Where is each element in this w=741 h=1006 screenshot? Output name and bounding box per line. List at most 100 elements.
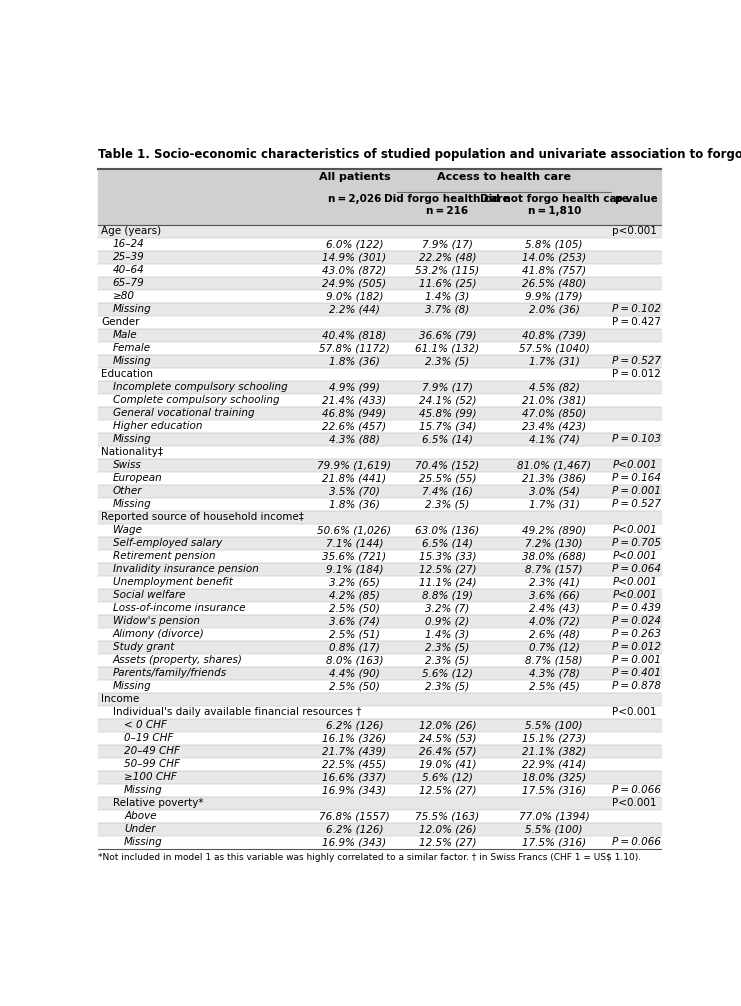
Bar xyxy=(99,224,661,237)
Text: 0.9% (2): 0.9% (2) xyxy=(425,617,469,627)
Text: 15.1% (273): 15.1% (273) xyxy=(522,733,586,743)
Text: 2.0% (36): 2.0% (36) xyxy=(529,304,579,314)
Text: P = 0.001: P = 0.001 xyxy=(612,655,661,665)
Text: Income: Income xyxy=(102,694,139,704)
Bar xyxy=(99,354,661,367)
Text: 2.6% (48): 2.6% (48) xyxy=(529,629,579,639)
Bar xyxy=(99,836,661,849)
Text: P = 0.103: P = 0.103 xyxy=(612,435,661,444)
Text: 0–19 CHF: 0–19 CHF xyxy=(124,733,173,743)
Text: Education: Education xyxy=(102,369,153,379)
Text: 4.4% (90): 4.4% (90) xyxy=(329,668,380,678)
Text: Missing: Missing xyxy=(113,435,151,444)
Text: 3.6% (66): 3.6% (66) xyxy=(529,591,579,601)
Text: 12.0% (26): 12.0% (26) xyxy=(419,720,476,730)
Text: 5.6% (12): 5.6% (12) xyxy=(422,773,473,783)
Text: 4.0% (72): 4.0% (72) xyxy=(529,617,579,627)
Text: 1.8% (36): 1.8% (36) xyxy=(329,356,380,366)
Text: 19.0% (41): 19.0% (41) xyxy=(419,760,476,770)
Bar xyxy=(99,602,661,615)
Text: 4.3% (88): 4.3% (88) xyxy=(329,435,380,444)
Text: 6.2% (126): 6.2% (126) xyxy=(326,720,383,730)
Text: 24.9% (505): 24.9% (505) xyxy=(322,278,387,288)
Text: 6.5% (14): 6.5% (14) xyxy=(422,435,473,444)
Text: 2.3% (5): 2.3% (5) xyxy=(425,655,469,665)
Bar xyxy=(99,744,661,758)
Text: < 0 CHF: < 0 CHF xyxy=(124,720,167,730)
Bar xyxy=(99,589,661,602)
Bar xyxy=(99,524,661,536)
Text: n = 2,026: n = 2,026 xyxy=(328,194,381,204)
Text: 9.1% (184): 9.1% (184) xyxy=(326,564,383,574)
Text: 47.0% (850): 47.0% (850) xyxy=(522,408,586,418)
Text: P<0.001: P<0.001 xyxy=(612,551,657,561)
Text: P<0.001: P<0.001 xyxy=(612,460,657,470)
Text: 3.2% (7): 3.2% (7) xyxy=(425,604,469,614)
Bar xyxy=(99,290,661,303)
Text: 9.0% (182): 9.0% (182) xyxy=(326,291,383,301)
Text: 4.2% (85): 4.2% (85) xyxy=(329,591,380,601)
Text: 8.8% (19): 8.8% (19) xyxy=(422,591,473,601)
Text: 81.0% (1,467): 81.0% (1,467) xyxy=(517,460,591,470)
Text: 16.9% (343): 16.9% (343) xyxy=(322,786,387,796)
Text: 40.4% (818): 40.4% (818) xyxy=(322,330,387,340)
Text: 4.5% (82): 4.5% (82) xyxy=(529,382,579,392)
Text: p<0.001: p<0.001 xyxy=(612,226,657,236)
Text: 12.0% (26): 12.0% (26) xyxy=(419,824,476,834)
Text: 11.1% (24): 11.1% (24) xyxy=(419,577,476,588)
Text: P<0.001: P<0.001 xyxy=(612,525,657,535)
Text: 5.6% (12): 5.6% (12) xyxy=(422,668,473,678)
Text: 46.8% (949): 46.8% (949) xyxy=(322,408,387,418)
Text: P<0.001: P<0.001 xyxy=(612,707,657,717)
Text: 20–49 CHF: 20–49 CHF xyxy=(124,746,180,757)
Bar xyxy=(99,237,661,250)
Text: Nationality‡: Nationality‡ xyxy=(102,447,163,457)
Bar xyxy=(99,342,661,354)
Text: 15.7% (34): 15.7% (34) xyxy=(419,422,476,432)
Text: Self-employed salary: Self-employed salary xyxy=(113,538,222,548)
Text: Missing: Missing xyxy=(113,304,151,314)
Text: 0.7% (12): 0.7% (12) xyxy=(529,642,579,652)
Text: Invalidity insurance pension: Invalidity insurance pension xyxy=(113,564,259,574)
Text: 2.3% (5): 2.3% (5) xyxy=(425,642,469,652)
Bar xyxy=(99,784,661,797)
Text: 4.9% (99): 4.9% (99) xyxy=(329,382,380,392)
Text: P = 0.012: P = 0.012 xyxy=(612,369,661,379)
Text: P = 0.427: P = 0.427 xyxy=(612,317,661,327)
Text: 22.9% (414): 22.9% (414) xyxy=(522,760,586,770)
Bar xyxy=(99,329,661,342)
Bar xyxy=(99,549,661,562)
Text: General vocational training: General vocational training xyxy=(113,408,254,418)
Text: Social welfare: Social welfare xyxy=(113,591,185,601)
Text: All patients: All patients xyxy=(319,172,391,182)
Text: 22.6% (457): 22.6% (457) xyxy=(322,422,387,432)
Bar xyxy=(99,575,661,589)
Text: 5.5% (100): 5.5% (100) xyxy=(525,824,583,834)
Bar xyxy=(99,380,661,393)
Bar xyxy=(99,680,661,693)
Text: Individual's daily available financial resources †: Individual's daily available financial r… xyxy=(113,707,361,717)
Bar xyxy=(99,693,661,706)
Text: *Not included in model 1 as this variable was highly correlated to a similar fac: *Not included in model 1 as this variabl… xyxy=(99,853,642,862)
Text: 12.5% (27): 12.5% (27) xyxy=(419,837,476,847)
Bar xyxy=(99,277,661,290)
Text: P = 0.064: P = 0.064 xyxy=(612,564,661,574)
Text: 26.4% (57): 26.4% (57) xyxy=(419,746,476,757)
Text: 24.1% (52): 24.1% (52) xyxy=(419,395,476,405)
Text: 12.5% (27): 12.5% (27) xyxy=(419,786,476,796)
Text: 4.3% (78): 4.3% (78) xyxy=(529,668,579,678)
Text: 26.5% (480): 26.5% (480) xyxy=(522,278,586,288)
Text: 7.9% (17): 7.9% (17) xyxy=(422,382,473,392)
Bar xyxy=(99,393,661,406)
Text: Wage: Wage xyxy=(113,525,142,535)
Bar xyxy=(99,169,661,224)
Text: P = 0.024: P = 0.024 xyxy=(612,617,661,627)
Text: Reported source of household income‡: Reported source of household income‡ xyxy=(102,512,304,522)
Text: Age (years): Age (years) xyxy=(102,226,162,236)
Text: Relative poverty*: Relative poverty* xyxy=(113,799,203,809)
Text: 76.8% (1557): 76.8% (1557) xyxy=(319,812,390,821)
Text: 17.5% (316): 17.5% (316) xyxy=(522,837,586,847)
Bar xyxy=(99,316,661,329)
Text: 41.8% (757): 41.8% (757) xyxy=(522,265,586,275)
Text: 50.6% (1,026): 50.6% (1,026) xyxy=(317,525,391,535)
